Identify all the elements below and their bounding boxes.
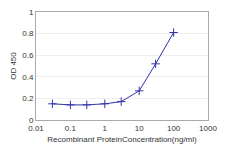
svg-text:10: 10	[135, 124, 144, 133]
svg-text:0: 0	[29, 116, 34, 125]
svg-text:1000: 1000	[199, 124, 217, 133]
svg-text:0.01: 0.01	[28, 124, 44, 133]
svg-text:OD 450: OD 450	[9, 52, 18, 80]
svg-text:Recombinant ProteinConcentrati: Recombinant ProteinConcentration(ng/ml)	[47, 135, 197, 144]
svg-text:0.2: 0.2	[22, 94, 34, 103]
svg-text:0.8: 0.8	[22, 29, 34, 38]
svg-text:1: 1	[103, 124, 108, 133]
svg-text:1: 1	[29, 8, 34, 17]
svg-text:0.4: 0.4	[22, 73, 34, 82]
svg-text:0.1: 0.1	[65, 124, 77, 133]
svg-text:100: 100	[167, 124, 181, 133]
svg-text:0.6: 0.6	[22, 51, 34, 60]
